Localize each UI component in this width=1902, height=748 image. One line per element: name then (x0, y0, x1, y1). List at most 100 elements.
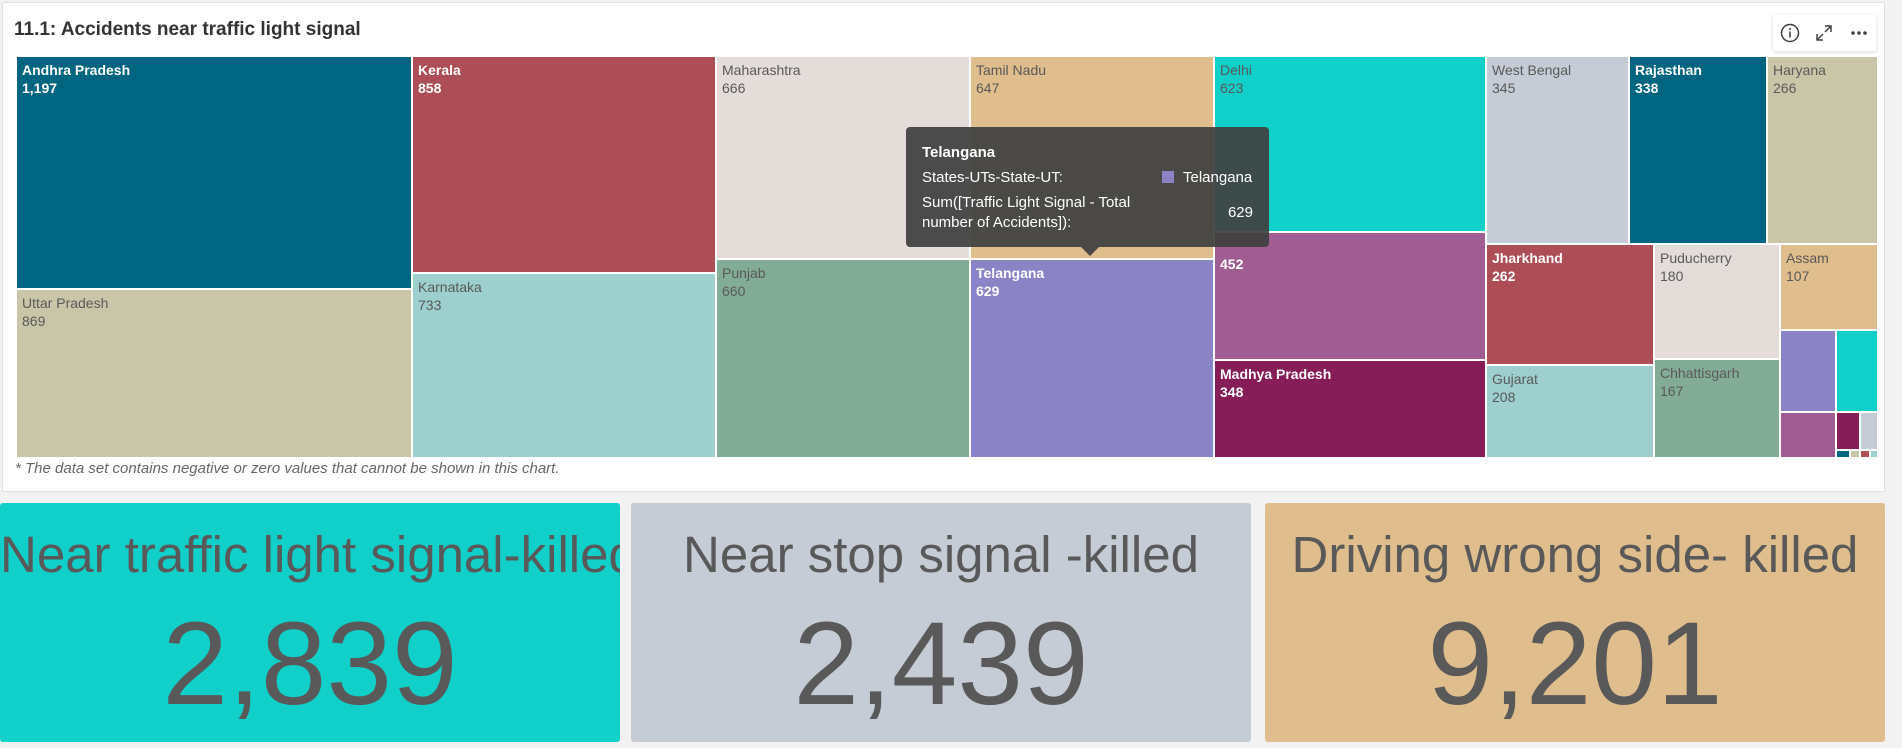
treemap-cell[interactable]: 452 (1214, 232, 1486, 360)
treemap-cell-label: Tamil Nadu 647 (976, 61, 1046, 97)
cell-name: Uttar Pradesh (22, 295, 109, 311)
treemap-cell[interactable]: Telangana 629 (970, 259, 1214, 458)
cell-name: Delhi (1220, 62, 1252, 78)
cell-name: Tamil Nadu (976, 62, 1047, 78)
cell-value: 338 (1635, 80, 1659, 96)
cell-name: Gujarat (1492, 371, 1538, 387)
treemap-cell[interactable]: West Bengal 345 (1486, 56, 1629, 244)
cell-name: Rajasthan (1635, 62, 1702, 78)
expand-icon[interactable] (1811, 20, 1837, 46)
treemap-cell[interactable]: Andhra Pradesh 1,197 (16, 56, 412, 289)
cell-value: 733 (418, 297, 442, 313)
cell-name: Telangana (976, 265, 1045, 281)
cell-value: 1,197 (22, 80, 58, 96)
cell-name: Andhra Pradesh (22, 62, 131, 78)
treemap-cell[interactable]: Uttar Pradesh 869 (16, 289, 412, 458)
treemap-cell[interactable] (1860, 450, 1870, 458)
info-icon[interactable] (1777, 20, 1803, 46)
kpi-title: Driving wrong side- killed (1291, 526, 1859, 583)
treemap-cell-label: Puducherry 180 (1660, 249, 1732, 285)
cell-value: 660 (722, 283, 746, 299)
cell-name: Haryana (1773, 62, 1826, 78)
cell-value: 666 (722, 80, 746, 96)
tooltip-measure-value: 629 (1227, 204, 1253, 221)
cell-value: 647 (976, 80, 1000, 96)
kpi-value: 2,439 (793, 598, 1089, 730)
treemap-cell[interactable] (1870, 450, 1878, 458)
treemap-cell[interactable] (1836, 412, 1860, 450)
cell-value: 858 (418, 80, 442, 96)
treemap-cell[interactable]: Karnataka 733 (412, 273, 716, 458)
cell-name: Assam (1786, 250, 1829, 266)
treemap-cell-label: Gujarat 208 (1492, 370, 1538, 406)
cell-name: Kerala (418, 62, 461, 78)
cell-value: 180 (1660, 268, 1684, 284)
treemap-cell-label: Haryana 266 (1773, 61, 1826, 97)
treemap-cell-label: West Bengal 345 (1492, 61, 1571, 97)
chart-footnote: * The data set contains negative or zero… (15, 460, 560, 477)
kpi-value: 2,839 (162, 598, 458, 730)
treemap-cell[interactable] (1780, 412, 1836, 458)
treemap-cell-label: Maharashtra 666 (722, 61, 801, 97)
kpi-value: 9,201 (1427, 598, 1723, 730)
treemap-cell[interactable] (1836, 330, 1878, 412)
treemap-cell[interactable]: Kerala 858 (412, 56, 716, 273)
cell-name: Jharkhand (1492, 250, 1563, 266)
more-icon[interactable] (1846, 20, 1872, 46)
tooltip-measure-label: Sum([Traffic Light Signal - Total number… (922, 194, 1131, 231)
cell-value: 345 (1492, 80, 1516, 96)
cell-name: Puducherry (1660, 250, 1732, 266)
treemap-cell-label: Uttar Pradesh 869 (22, 294, 108, 330)
treemap-cell-label: Andhra Pradesh 1,197 (22, 61, 130, 97)
cell-name: West Bengal (1492, 62, 1572, 78)
cell-value: 348 (1220, 384, 1244, 400)
cell-value: 623 (1220, 80, 1244, 96)
kpi-wrong-side-killed[interactable]: Driving wrong side- killed 9,201 (1265, 503, 1885, 742)
cell-value: 869 (22, 313, 46, 329)
tooltip-dimension-label: States-UTs-State-UT: (922, 169, 1063, 186)
treemap-cell-label: Karnataka 733 (418, 278, 482, 314)
treemap-cell[interactable] (1850, 450, 1860, 458)
treemap-cell-label: Assam 107 (1786, 249, 1829, 285)
treemap-cell[interactable]: Jharkhand 262 (1486, 244, 1654, 365)
cell-name: Maharashtra (722, 62, 801, 78)
treemap-cell-label: Rajasthan 338 (1635, 61, 1702, 97)
kpi-stop-signal-killed[interactable]: Near stop signal -killed 2,439 (631, 503, 1251, 742)
treemap-panel: 11.1: Accidents near traffic light signa… (2, 2, 1885, 492)
cell-value: 107 (1786, 268, 1810, 284)
cell-value: 266 (1773, 80, 1797, 96)
cell-name: Punjab (722, 265, 766, 281)
treemap-cell[interactable]: Assam 107 (1780, 244, 1878, 330)
treemap-cell[interactable]: Madhya Pradesh 348 (1214, 360, 1486, 458)
treemap-cell[interactable]: Haryana 266 (1767, 56, 1878, 244)
treemap-chart[interactable]: Andhra Pradesh 1,197 Uttar Pradesh 869 Keral… (16, 56, 1878, 458)
cell-value: 208 (1492, 389, 1516, 405)
treemap-cell[interactable] (1836, 450, 1850, 458)
panel-title: 11.1: Accidents near traffic light signa… (14, 19, 361, 40)
kpi-traffic-light-killed[interactable]: Near traffic light signal-killed 2,839 (0, 503, 620, 742)
cell-name: Chhattisgarh (1660, 365, 1740, 381)
cell-value: 629 (976, 283, 1000, 299)
kpi-title: Near stop signal -killed (683, 526, 1199, 583)
treemap-cell-label: Jharkhand 262 (1492, 249, 1563, 285)
treemap-cell[interactable]: Rajasthan 338 (1629, 56, 1767, 244)
kpi-title: Near traffic light signal-killed (0, 526, 620, 583)
tooltip-color-swatch (1162, 171, 1174, 183)
cell-value: 262 (1492, 268, 1516, 284)
treemap-cell[interactable]: Gujarat 208 (1486, 365, 1654, 458)
treemap-cell[interactable] (1860, 412, 1878, 450)
treemap-cell-label: Telangana 629 (976, 264, 1044, 300)
treemap-cell[interactable] (1780, 330, 1836, 412)
cell-value: 167 (1660, 383, 1684, 399)
treemap-cell[interactable]: Puducherry 180 (1654, 244, 1780, 359)
treemap-cell-label: Chhattisgarh 167 (1660, 364, 1739, 400)
cell-name: Madhya Pradesh (1220, 366, 1332, 382)
treemap-cell[interactable]: Punjab 660 (716, 259, 970, 458)
cell-value: 452 (1220, 256, 1244, 272)
treemap-cell-label: Punjab 660 (722, 264, 766, 300)
chart-tooltip: Telangana States-UTs-State-UT: Telangana… (906, 127, 1269, 247)
panel-toolbar (1773, 15, 1876, 51)
cell-name: Karnataka (418, 279, 482, 295)
tooltip-arrow (1081, 247, 1099, 256)
treemap-cell[interactable]: Chhattisgarh 167 (1654, 359, 1780, 458)
